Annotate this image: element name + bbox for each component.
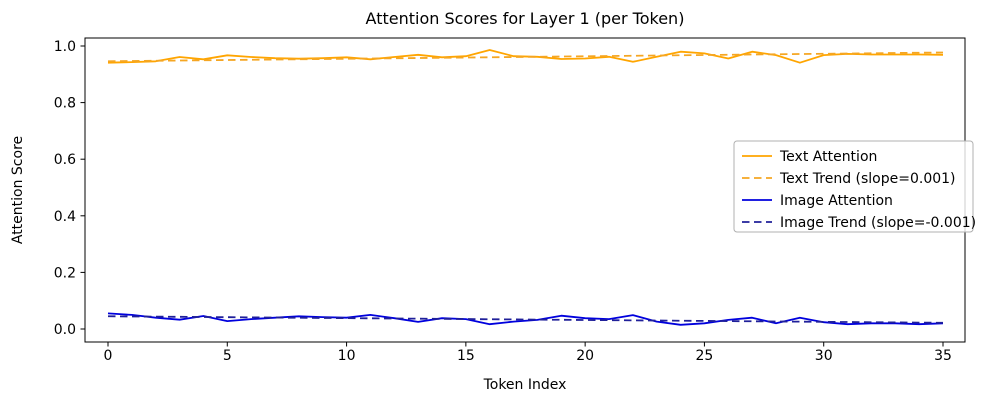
legend-entry-label: Image Attention: [780, 193, 893, 209]
legend-entry-label: Text Attention: [779, 149, 877, 165]
x-tick-label: 30: [815, 348, 833, 364]
image-attention-line: [107, 312, 944, 326]
text-attention-line: [107, 49, 944, 64]
x-tick-label: 35: [934, 348, 952, 364]
y-tick-label: 0.6: [54, 152, 76, 168]
legend-entry-label: Text Trend (slope=0.001): [779, 171, 956, 187]
data-series: [107, 49, 944, 326]
legend: Text Attention Text Trend (slope=0.001) Im…: [733, 140, 976, 233]
y-tick-label: 0.8: [54, 96, 76, 112]
chart-title: Attention Scores for Layer 1 (per Token): [366, 9, 685, 28]
legend-box: [733, 140, 974, 233]
y-axis-label: Attention Score: [10, 136, 26, 244]
axis-ticks: 0 5 10 15 20 25 30 35 0.0 0.2 0.4 0.6 0.8 1.0: [54, 39, 952, 364]
x-axis-label: Token Index: [483, 377, 567, 393]
y-tick-label: 0.0: [54, 322, 76, 338]
x-tick-label: 0: [104, 348, 113, 364]
y-tick-label: 0.4: [54, 209, 76, 225]
image-trend-slope-0-001--line: [107, 315, 944, 324]
legend-entry-label: Image Trend (slope=-0.001): [780, 215, 976, 231]
x-tick-label: 10: [338, 348, 356, 364]
y-tick-label: 1.0: [54, 39, 76, 55]
x-tick-label: 25: [696, 348, 714, 364]
x-tick-label: 15: [457, 348, 475, 364]
x-tick-label: 5: [223, 348, 232, 364]
text-trend-slope-0-001--line: [107, 51, 944, 63]
x-tick-label: 20: [576, 348, 594, 364]
y-tick-label: 0.2: [54, 265, 76, 281]
